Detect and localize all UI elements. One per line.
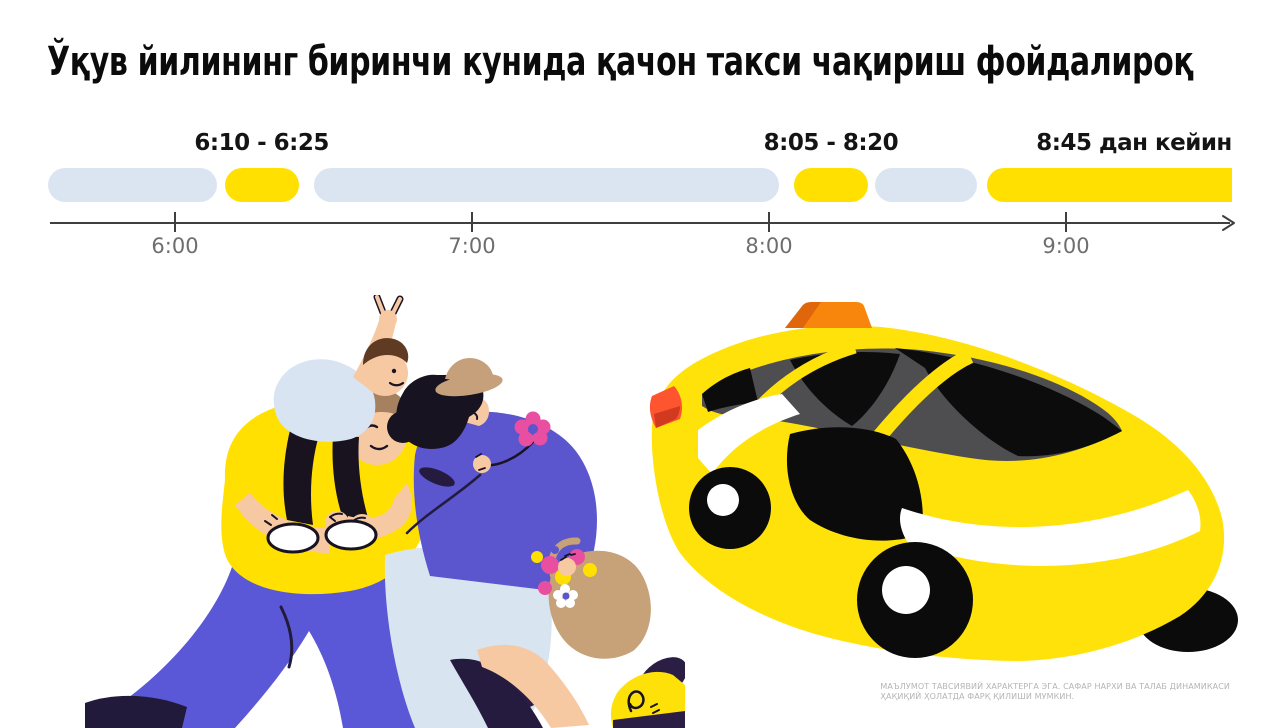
family-walking-illustration: [85, 295, 685, 728]
segment-time-label: 8:45 дан кейин: [1036, 130, 1232, 156]
time-axis-line: [49, 222, 1231, 224]
timeline-segment-favorable: [986, 168, 1232, 202]
axis-tick: [768, 212, 770, 232]
axis-tick: [174, 212, 176, 232]
timeline-segment-favorable: [224, 168, 299, 202]
timeline-segment-favorable: [793, 168, 868, 202]
axis-tick: [1065, 212, 1067, 232]
disclaimer-line-2: ҲАҚИҚИЙ ҲОЛАТДА ФАРҚ ҚИЛИШИ МУМКИН.: [880, 692, 1075, 701]
axis-tick: [471, 212, 473, 232]
axis-tick-label: 8:00: [745, 234, 793, 258]
segment-time-label: 6:10 - 6:25: [194, 130, 329, 156]
axis-tick-label: 9:00: [1042, 234, 1090, 258]
segment-time-label: 8:05 - 8:20: [763, 130, 899, 156]
taxi-illustration: [649, 302, 1238, 661]
axis-tick-label: 7:00: [448, 234, 496, 258]
disclaimer-text: МАЪЛУМОТ ТАВСИЯВИЙ ХАРАКТЕРГА ЭГА. САФАР…: [880, 682, 1230, 702]
arrow-right-icon: [1222, 215, 1236, 231]
taxi-demand-timeline: 6:10 - 6:25 8:05 - 8:20 8:45 дан кейин 6:0…: [0, 0, 1280, 270]
axis-tick-label: 6:00: [151, 234, 199, 258]
disclaimer-line-1: МАЪЛУМОТ ТАВСИЯВИЙ ХАРАКТЕРГА ЭГА. САФАР…: [880, 682, 1230, 691]
timeline-segment-regular: [875, 168, 977, 202]
timeline-segment-regular: [313, 168, 779, 202]
page-title: Ўқув йилининг биринчи кунида қачон такси…: [47, 39, 1194, 85]
timeline-segment-regular: [47, 168, 218, 202]
